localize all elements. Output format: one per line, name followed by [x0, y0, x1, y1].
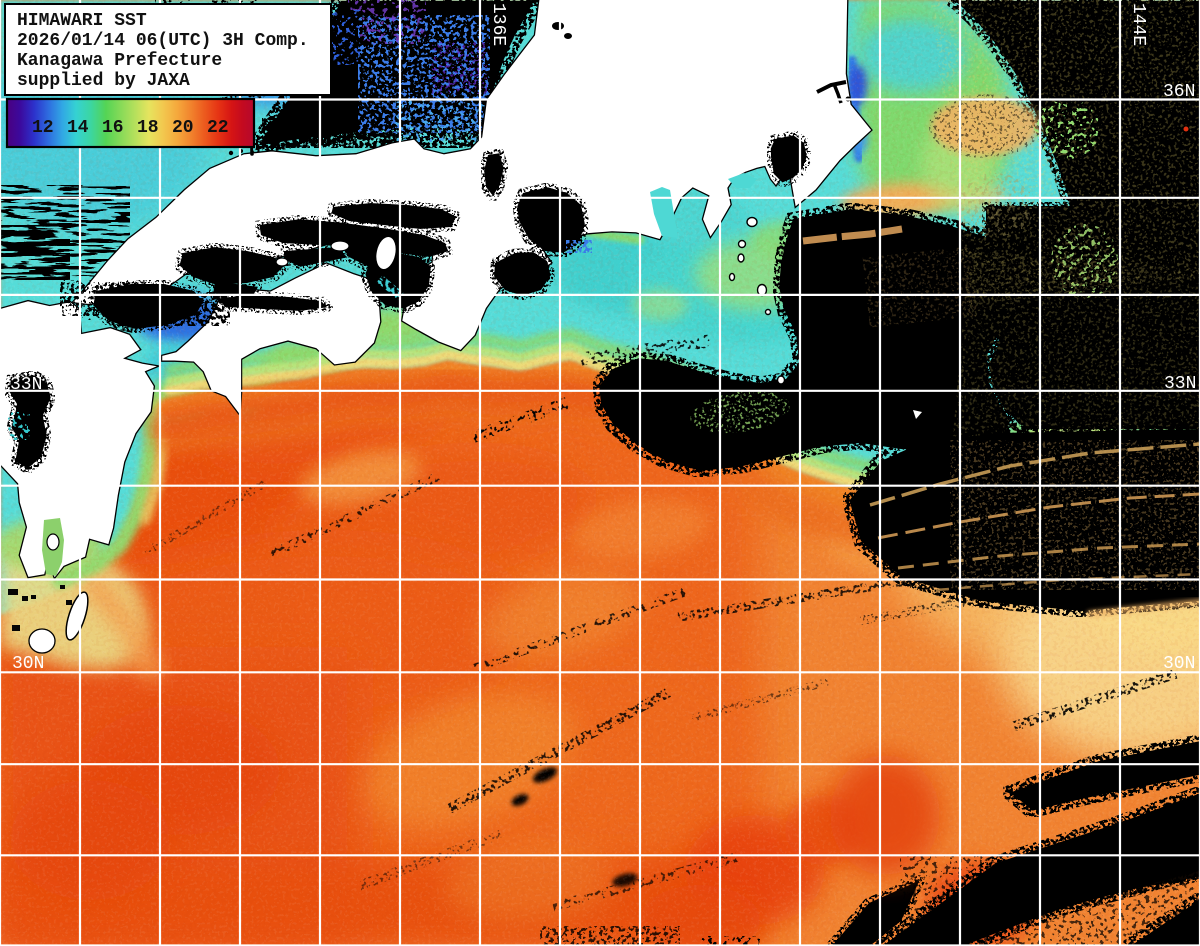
svg-text:12: 12: [32, 118, 54, 138]
svg-text:144E: 144E: [1128, 3, 1148, 46]
svg-text:2026/01/14 06(UTC) 3H Comp.: 2026/01/14 06(UTC) 3H Comp.: [17, 31, 309, 51]
svg-text:36N: 36N: [1163, 82, 1195, 102]
svg-text:33N: 33N: [10, 375, 42, 395]
svg-text:18: 18: [137, 118, 159, 138]
svg-text:Kanagawa Prefecture: Kanagawa Prefecture: [17, 51, 222, 71]
svg-text:20: 20: [172, 118, 194, 138]
svg-text:HIMAWARI SST: HIMAWARI SST: [17, 11, 147, 31]
svg-text:33N: 33N: [1164, 374, 1196, 394]
svg-text:22: 22: [207, 118, 229, 138]
svg-text:136E: 136E: [488, 3, 508, 46]
svg-text:30N: 30N: [12, 654, 44, 674]
svg-text:30N: 30N: [1163, 654, 1195, 674]
svg-text:supplied by JAXA: supplied by JAXA: [17, 71, 190, 91]
svg-text:16: 16: [102, 118, 124, 138]
svg-text:14: 14: [67, 118, 89, 138]
